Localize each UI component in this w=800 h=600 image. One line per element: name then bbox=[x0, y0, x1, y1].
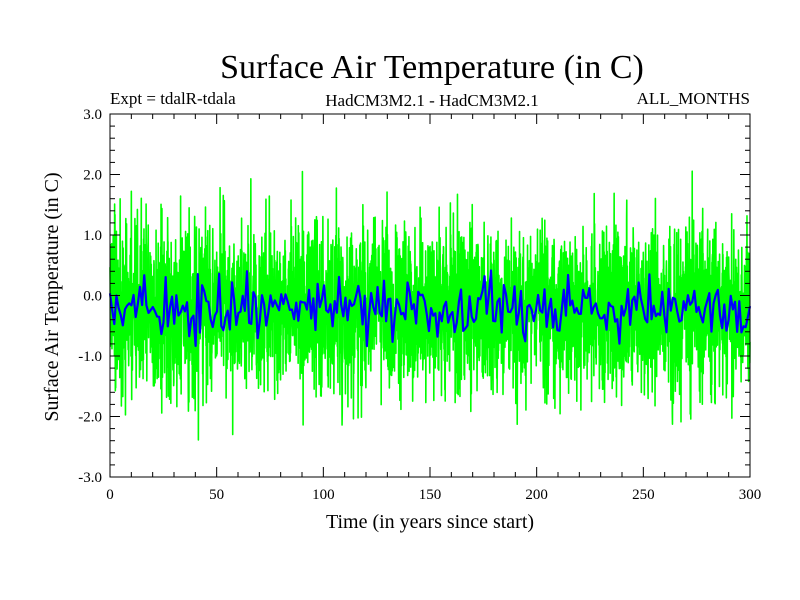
x-tick-label: 300 bbox=[739, 487, 762, 503]
experiment-label: Expt = tdalR-tdala bbox=[110, 89, 236, 108]
x-tick-label: 250 bbox=[632, 487, 655, 503]
series-line-annual bbox=[108, 269, 752, 348]
model-label: HadCM3M2.1 - HadCM3M2.1 bbox=[325, 91, 538, 110]
chart-title: Surface Air Temperature (in C) bbox=[220, 49, 644, 86]
y-tick-label: 0.0 bbox=[83, 289, 102, 305]
series-layer bbox=[108, 170, 752, 441]
x-tick-label: 50 bbox=[209, 487, 224, 503]
axes-layer: 0 50 100 150 200 250 300 -3.0 -2.0 -1.0 0.0 1.0 2.0 3… bbox=[78, 107, 761, 503]
y-axis-label: Surface Air Temperature (in C) bbox=[41, 172, 63, 421]
y-tick-label: 1.0 bbox=[83, 228, 102, 244]
x-axis-label: Time (in years since start) bbox=[326, 511, 534, 533]
x-tick-label: 100 bbox=[312, 487, 335, 503]
y-tick-label: 2.0 bbox=[83, 168, 102, 184]
x-tick-label: 0 bbox=[106, 487, 114, 503]
y-tick-label: -2.0 bbox=[78, 410, 102, 426]
months-label: ALL_MONTHS bbox=[637, 89, 750, 108]
y-tick-label: -1.0 bbox=[78, 349, 102, 365]
x-tick-label: 150 bbox=[419, 487, 442, 503]
y-tick-label: -3.0 bbox=[78, 470, 102, 486]
x-tick-label: 200 bbox=[525, 487, 548, 503]
series-line-monthly bbox=[109, 170, 751, 441]
y-tick-label: 3.0 bbox=[83, 107, 102, 123]
